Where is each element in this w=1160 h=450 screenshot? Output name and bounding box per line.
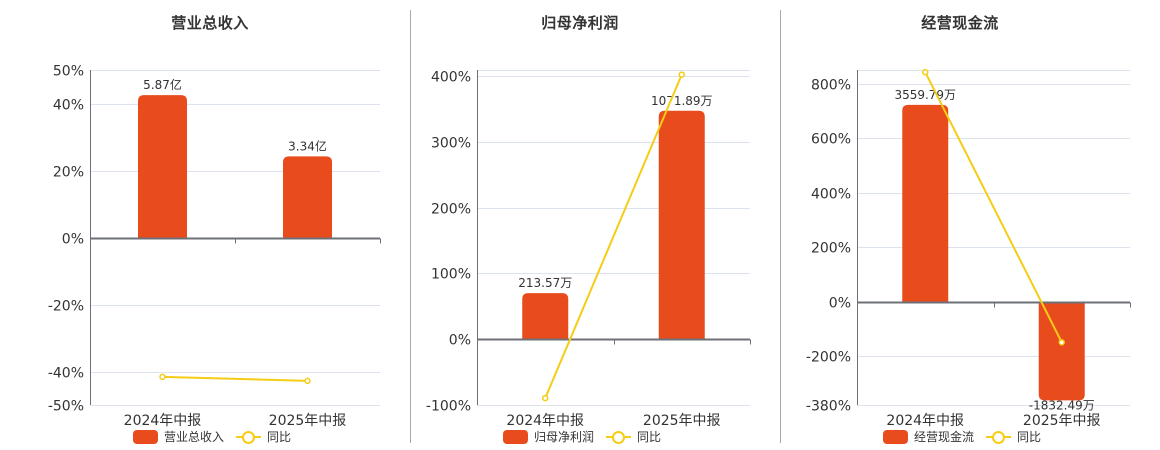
chart-title: 经营现金流 bbox=[921, 14, 999, 32]
legend-bar-label[interactable]: 归母净利润 bbox=[534, 430, 595, 444]
yoy-point bbox=[922, 68, 929, 76]
yoy-line bbox=[544, 74, 683, 399]
x-category-label: 2024年中报 bbox=[506, 413, 584, 429]
yoy-point bbox=[542, 394, 549, 402]
y-tick-label: 100% bbox=[431, 267, 471, 283]
yoy-line bbox=[924, 71, 1063, 343]
y-tick-label: -50% bbox=[48, 399, 84, 415]
bar-value-label: 1071.89万 bbox=[651, 94, 713, 108]
bar-value-label: 3559.79万 bbox=[894, 88, 956, 102]
chart-panel-revenue: 营业总收入 50% 40% 20% 0% -20% -40% -50% 5.87亿 3.34亿 2… bbox=[0, 0, 410, 450]
bar bbox=[1038, 301, 1085, 401]
y-tick-label: -380% bbox=[806, 399, 851, 415]
y-tick-label: 50% bbox=[53, 64, 84, 80]
y-tick-label: 0% bbox=[449, 333, 471, 349]
chart-legend: 营业总收入 同比 bbox=[133, 428, 291, 445]
legend-line-marker-icon[interactable] bbox=[236, 430, 262, 444]
legend-bar-label[interactable]: 经营现金流 bbox=[914, 430, 975, 444]
y-tick-label: -100% bbox=[426, 399, 471, 415]
y-tick-label: 300% bbox=[431, 136, 471, 152]
legend-bar-label[interactable]: 营业总收入 bbox=[164, 430, 225, 444]
chart-legend: 归母净利润 同比 bbox=[503, 428, 661, 445]
y-tick-label: 40% bbox=[53, 98, 84, 114]
chart-title: 归母净利润 bbox=[541, 14, 619, 32]
bar bbox=[522, 293, 569, 340]
y-tick-label: -200% bbox=[806, 350, 851, 366]
chart-title: 营业总收入 bbox=[171, 14, 249, 32]
legend-line-marker-icon[interactable] bbox=[606, 430, 632, 444]
y-tick-label: 20% bbox=[53, 165, 84, 181]
bar bbox=[658, 110, 705, 340]
legend-line-label[interactable]: 同比 bbox=[267, 430, 292, 444]
y-tick-label: 0% bbox=[62, 232, 84, 248]
chart-legend: 经营现金流 同比 bbox=[883, 428, 1041, 445]
legend-line-marker-icon[interactable] bbox=[986, 430, 1012, 444]
y-tick-label: 200% bbox=[811, 241, 851, 257]
yoy-point bbox=[159, 373, 166, 381]
yoy-point bbox=[678, 71, 685, 78]
y-tick-label: 200% bbox=[431, 202, 471, 218]
legend-bar-swatch-icon[interactable] bbox=[883, 429, 908, 444]
y-tick-label: -40% bbox=[48, 366, 84, 382]
x-category-label: 2024年中报 bbox=[886, 413, 964, 429]
legend-bar-swatch-icon[interactable] bbox=[133, 429, 158, 444]
y-tick-label: 400% bbox=[431, 70, 471, 86]
bar bbox=[902, 104, 949, 302]
bar bbox=[283, 156, 332, 238]
bar-value-label: 213.57万 bbox=[518, 276, 572, 290]
x-category-label: 2025年中报 bbox=[643, 413, 721, 429]
y-tick-label: -20% bbox=[48, 299, 84, 315]
yoy-point bbox=[304, 377, 311, 385]
bar-value-label: -1832.49万 bbox=[1029, 398, 1095, 412]
bar-value-label: 5.87亿 bbox=[143, 77, 182, 92]
x-category-label: 2024年中报 bbox=[124, 413, 202, 429]
legend-line-label[interactable]: 同比 bbox=[637, 430, 662, 444]
y-tick-label: 400% bbox=[811, 187, 851, 203]
yoy-point bbox=[1058, 339, 1065, 346]
panel-divider bbox=[780, 10, 781, 443]
x-category-label: 2025年中报 bbox=[1023, 413, 1101, 429]
bar-value-label: 3.34亿 bbox=[288, 138, 327, 153]
legend-line-label[interactable]: 同比 bbox=[1017, 430, 1042, 444]
legend-bar-swatch-icon[interactable] bbox=[503, 429, 528, 444]
panel-divider bbox=[410, 10, 411, 443]
y-tick-label: 800% bbox=[811, 78, 851, 94]
y-tick-label: 0% bbox=[829, 296, 851, 312]
x-category-label: 2025年中报 bbox=[269, 413, 347, 429]
chart-plot-revenue: 50% 40% 20% 0% -20% -40% -50% 5.87亿 3.34亿 2024年中报… bbox=[48, 64, 381, 429]
yoy-line bbox=[162, 375, 308, 382]
bar bbox=[138, 95, 187, 238]
y-tick-label: 600% bbox=[811, 132, 851, 148]
